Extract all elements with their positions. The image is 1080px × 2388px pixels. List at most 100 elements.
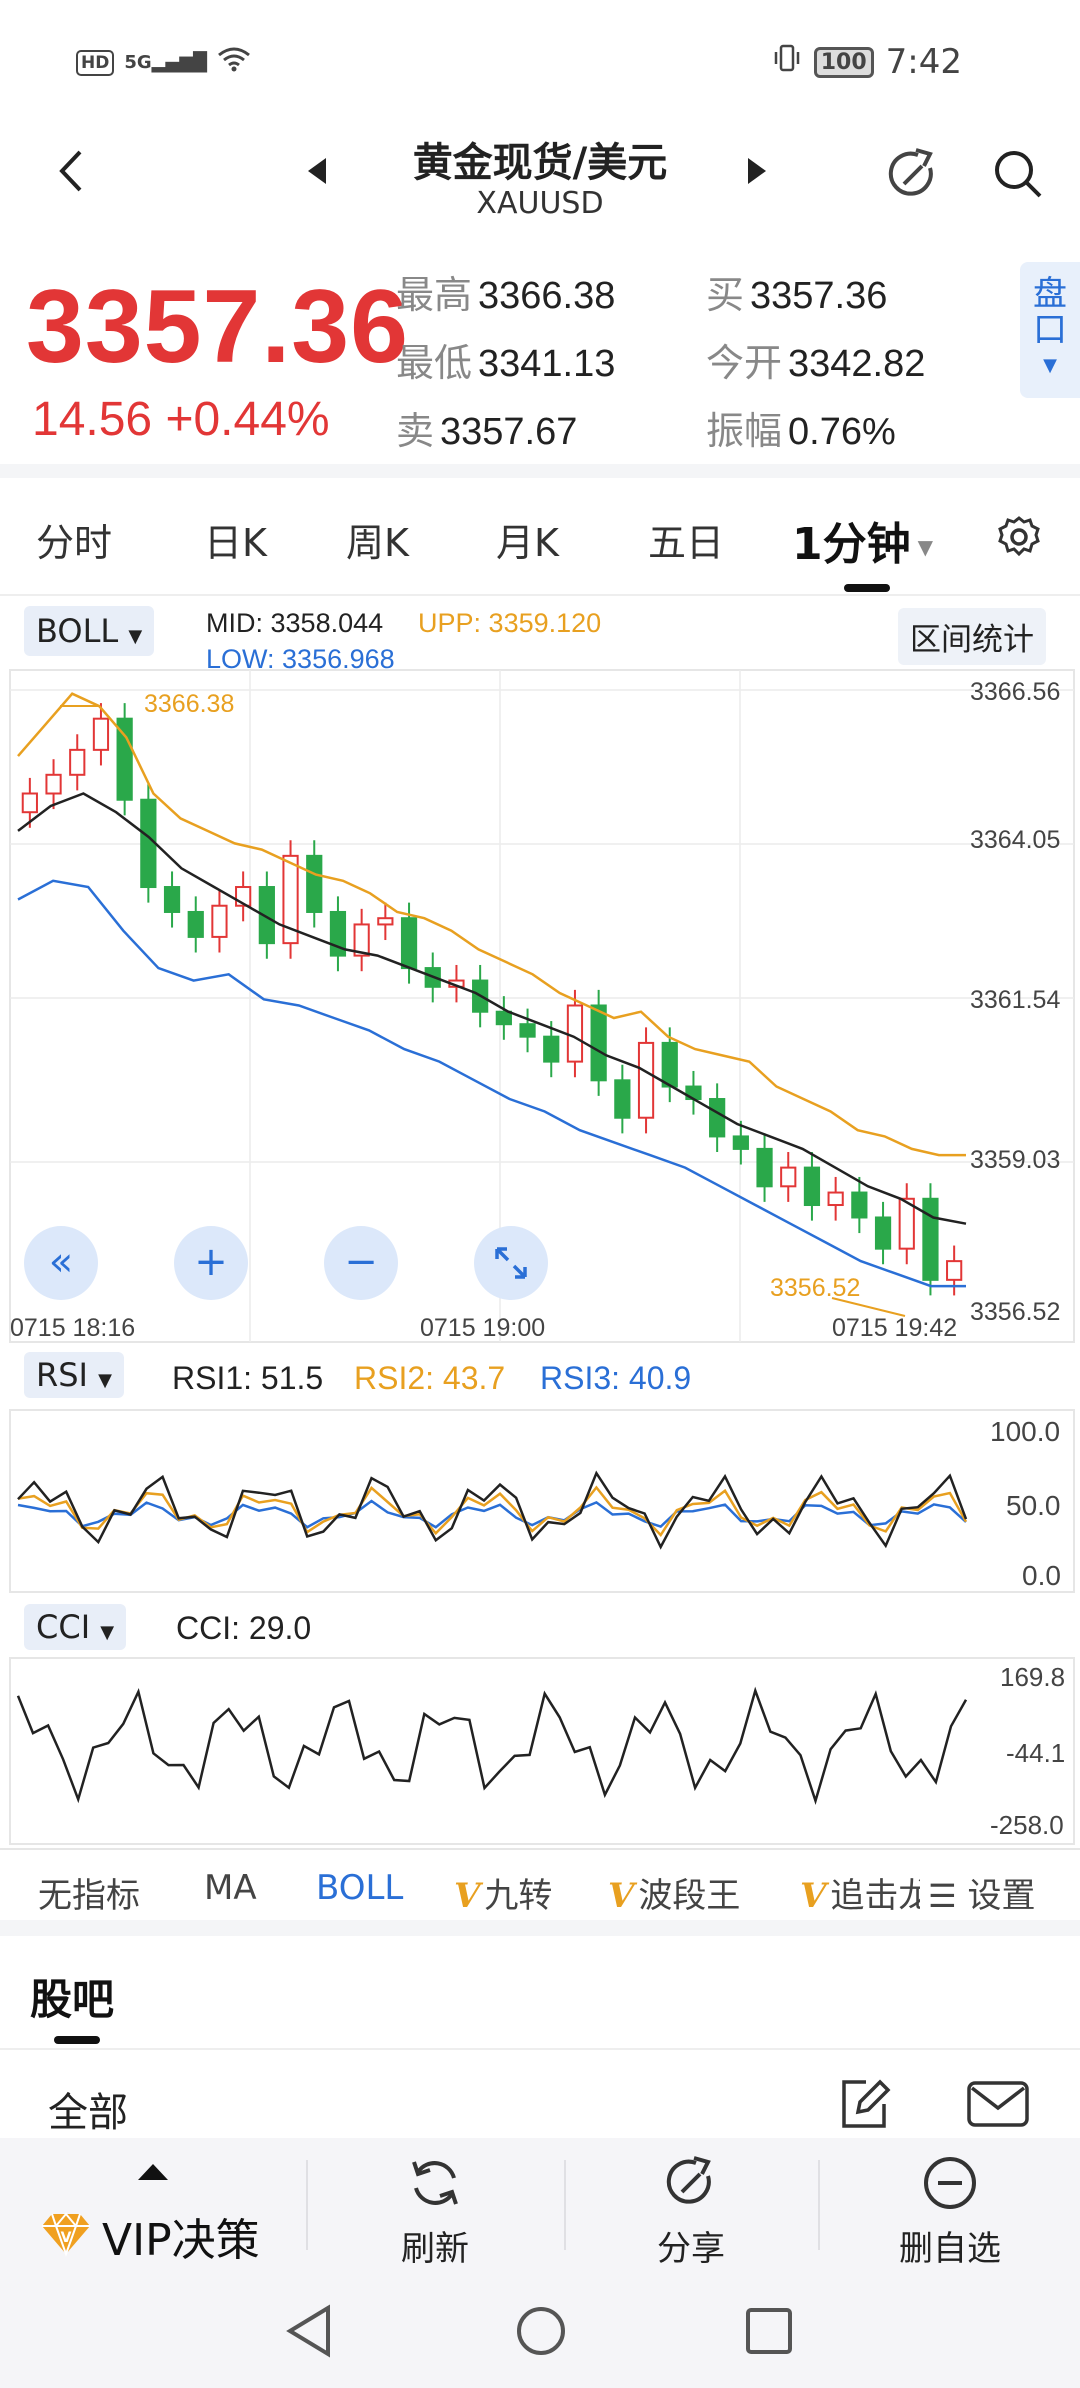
candle[interactable]	[353, 923, 370, 957]
candle[interactable]	[780, 1166, 797, 1188]
candle[interactable]	[756, 1147, 773, 1188]
minus-circle-icon	[880, 2154, 1020, 2221]
legend-upp: UPP: 3359.120	[418, 608, 602, 638]
message-icon[interactable]	[966, 2080, 1030, 2132]
candle[interactable]	[803, 1166, 821, 1207]
candle[interactable]	[258, 886, 275, 945]
candle[interactable]	[306, 854, 323, 913]
clock: 7:42	[885, 42, 962, 82]
tab-weekly[interactable]: 周K	[346, 521, 409, 565]
edit-post-icon[interactable]	[836, 2076, 892, 2136]
refresh-button[interactable]: 刷新	[370, 2154, 500, 2270]
candle[interactable]	[282, 854, 299, 945]
candle[interactable]	[92, 717, 110, 751]
cci-indicator-select[interactable]: CCI ▼	[24, 1604, 127, 1650]
candle[interactable]	[922, 1197, 939, 1281]
divider	[0, 1920, 1080, 1936]
candle[interactable]	[140, 798, 157, 889]
candle[interactable]	[519, 1023, 536, 1038]
share-icon[interactable]	[884, 146, 942, 208]
candle[interactable]	[377, 917, 394, 926]
indicator-settings-button[interactable]: ☰ 设置	[920, 1868, 1036, 1917]
low-marker-line	[831, 1297, 906, 1317]
nav-back-icon[interactable]	[284, 2304, 334, 2362]
tab-daily[interactable]: 日K	[204, 521, 267, 565]
quote-amplitude: 振幅 0.76%	[706, 411, 896, 453]
candle[interactable]	[590, 1004, 607, 1082]
candle[interactable]	[851, 1191, 868, 1219]
indicator-zhuijilong[interactable]: V 追击龙	[800, 1876, 920, 1916]
candle[interactable]	[709, 1098, 726, 1138]
boll-indicator-select[interactable]: BOLL ▼	[24, 606, 155, 656]
quote-sell: 卖 3357.67	[396, 411, 578, 453]
remove-watchlist-button[interactable]: 删自选	[880, 2154, 1020, 2270]
lowline-series	[17, 879, 966, 1288]
y-tick: 3359.03	[970, 1146, 1061, 1174]
candle[interactable]	[187, 910, 204, 938]
share-button[interactable]: 分享	[626, 2154, 756, 2270]
candle[interactable]	[732, 1135, 749, 1150]
tab-1min[interactable]: 1分钟 ▼	[792, 519, 933, 570]
indicator-jiuzhuan[interactable]: V 九转	[454, 1876, 553, 1916]
bottom-action-bar	[0, 2138, 1080, 2268]
candle[interactable]	[543, 1035, 560, 1063]
chart-settings-icon[interactable]	[996, 514, 1042, 564]
zoom-out-button[interactable]: −	[324, 1226, 398, 1300]
rsi-indicator-select[interactable]: RSI ▼	[24, 1352, 124, 1398]
indicator-boll[interactable]: BOLL	[316, 1868, 404, 1908]
candle[interactable]	[400, 917, 418, 970]
battery-icon: 100	[813, 46, 874, 78]
fullscreen-button[interactable]	[474, 1226, 548, 1300]
caret-up-icon[interactable]	[136, 2162, 170, 2186]
quote-buy: 买 3357.36	[706, 275, 888, 317]
nav-home-icon[interactable]	[514, 2304, 568, 2362]
candle[interactable]	[898, 1197, 915, 1250]
system-nav-bar	[0, 2268, 1080, 2388]
symbol-code: XAUUSD	[476, 186, 604, 221]
candle[interactable]	[45, 773, 62, 795]
candlestick-chart[interactable]	[0, 666, 1080, 1346]
indicator-none[interactable]: 无指标	[38, 1876, 140, 1916]
back-button[interactable]	[52, 144, 92, 202]
vibrate-icon	[772, 42, 802, 82]
wifi-icon	[217, 46, 251, 79]
candle[interactable]	[21, 792, 38, 814]
cellular-signal-icon: 5G▂▄▆█	[124, 52, 208, 73]
scroll-left-button[interactable]: «	[24, 1226, 98, 1300]
svg-text:V: V	[61, 2230, 72, 2246]
indicator-boduanwang[interactable]: V 波段王	[608, 1876, 741, 1916]
candle[interactable]	[874, 1216, 892, 1250]
search-icon[interactable]	[990, 146, 1046, 206]
indicator-ma[interactable]: MA	[204, 1868, 257, 1908]
candle[interactable]	[211, 904, 228, 938]
tab-intraday[interactable]: 分时	[36, 521, 113, 565]
cci-y-tick: 169.8	[1000, 1662, 1066, 1692]
candle[interactable]	[495, 1010, 512, 1026]
range-stats-button[interactable]: 区间统计	[898, 608, 1046, 665]
zoom-in-button[interactable]: +	[174, 1226, 248, 1300]
candle[interactable]	[614, 1079, 631, 1119]
cci-y-tick: -258.0	[990, 1810, 1064, 1840]
forum-filter-all[interactable]: 全部	[48, 2090, 128, 2136]
candle[interactable]	[566, 1004, 584, 1063]
page-title: 黄金现货/美元	[412, 140, 668, 186]
x-tick: 0715 19:42	[832, 1314, 958, 1342]
prev-symbol-button[interactable]	[306, 156, 328, 190]
y-tick: 3366.56	[970, 678, 1061, 706]
tab-monthly[interactable]: 月K	[496, 521, 559, 565]
candle[interactable]	[827, 1191, 844, 1207]
candle[interactable]	[163, 886, 181, 913]
vip-decision-button[interactable]: V VIP决策	[38, 2204, 260, 2268]
tab-five-day[interactable]: 五日	[648, 521, 725, 565]
forum-title[interactable]: 股吧	[30, 1975, 115, 2024]
candle[interactable]	[69, 748, 86, 776]
pankou-button[interactable]: 盘口 ▼	[1020, 262, 1080, 398]
next-symbol-button[interactable]	[746, 156, 768, 190]
nav-recents-icon[interactable]	[744, 2306, 794, 2360]
candle[interactable]	[946, 1260, 963, 1281]
legend-cci: CCI: 29.0	[176, 1610, 312, 1646]
candle[interactable]	[661, 1041, 678, 1088]
x-tick: 0715 19:00	[420, 1314, 546, 1342]
candle[interactable]	[637, 1041, 655, 1119]
diamond-icon: V	[38, 2210, 94, 2262]
